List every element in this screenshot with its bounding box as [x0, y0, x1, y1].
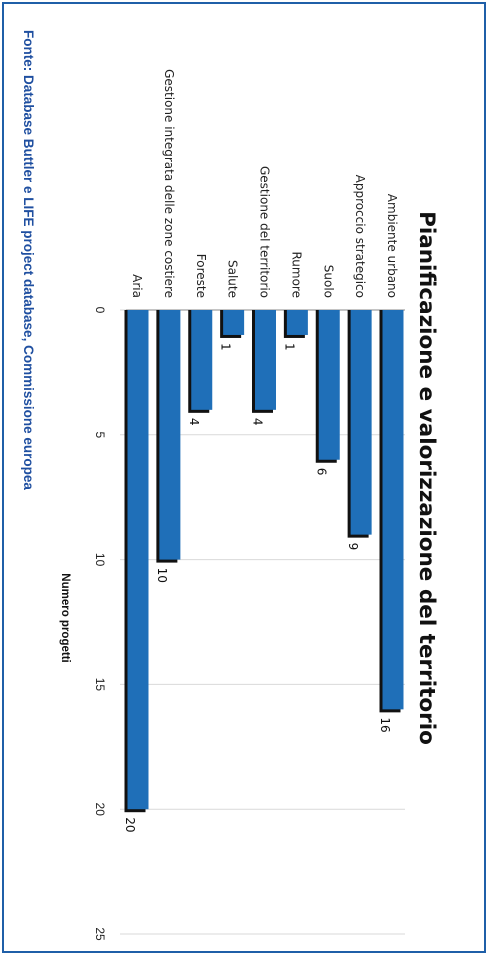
category-label: Gestione integrata delle zone costiere — [162, 69, 176, 298]
data-label: 6 — [314, 468, 328, 476]
bar — [255, 310, 276, 410]
x-axis-title: Numero progetti — [59, 573, 71, 662]
category-label: Rumore — [289, 252, 303, 299]
x-tick-label: 0 — [93, 307, 107, 314]
bar — [159, 310, 181, 560]
category-label: Approccio strategico — [353, 175, 367, 298]
category-label: Suolo — [321, 265, 335, 298]
bar — [223, 310, 245, 335]
data-label: 4 — [251, 418, 265, 426]
x-tick-label: 25 — [93, 927, 107, 941]
bar — [318, 310, 340, 460]
category-label: Aria — [130, 274, 144, 298]
x-tick-label: 5 — [93, 431, 107, 438]
data-labels: 16 9 6 1 4 1 4 10 20 — [123, 343, 392, 833]
category-label: Salute — [226, 260, 240, 298]
bars — [124, 310, 404, 813]
x-tick-label: 10 — [93, 553, 107, 567]
data-label: 20 — [123, 817, 137, 832]
data-label: 1 — [282, 343, 296, 351]
x-tick-label: 20 — [93, 803, 107, 817]
bar — [382, 310, 404, 710]
category-label: Ambiente urbano — [385, 194, 399, 298]
data-label: 16 — [378, 717, 392, 732]
data-label: 4 — [187, 418, 201, 426]
category-label: Foreste — [194, 254, 208, 298]
x-tick-label: 15 — [93, 678, 107, 692]
bar — [191, 310, 213, 410]
chart-title: Pianificazione e valorizzazione del terr… — [414, 211, 439, 745]
x-axis-ticks: 0 5 10 15 20 25 — [93, 307, 107, 941]
chart-frame — [2, 2, 486, 953]
category-labels: Ambiente urbano Approccio strategico Suolo… — [130, 69, 399, 298]
data-label: 10 — [155, 568, 169, 583]
data-label: 9 — [346, 543, 360, 551]
category-label: Gestione del territorio — [258, 166, 272, 298]
bar — [127, 310, 149, 810]
data-label: 1 — [219, 343, 233, 351]
bar — [350, 310, 372, 535]
bar — [286, 310, 308, 335]
